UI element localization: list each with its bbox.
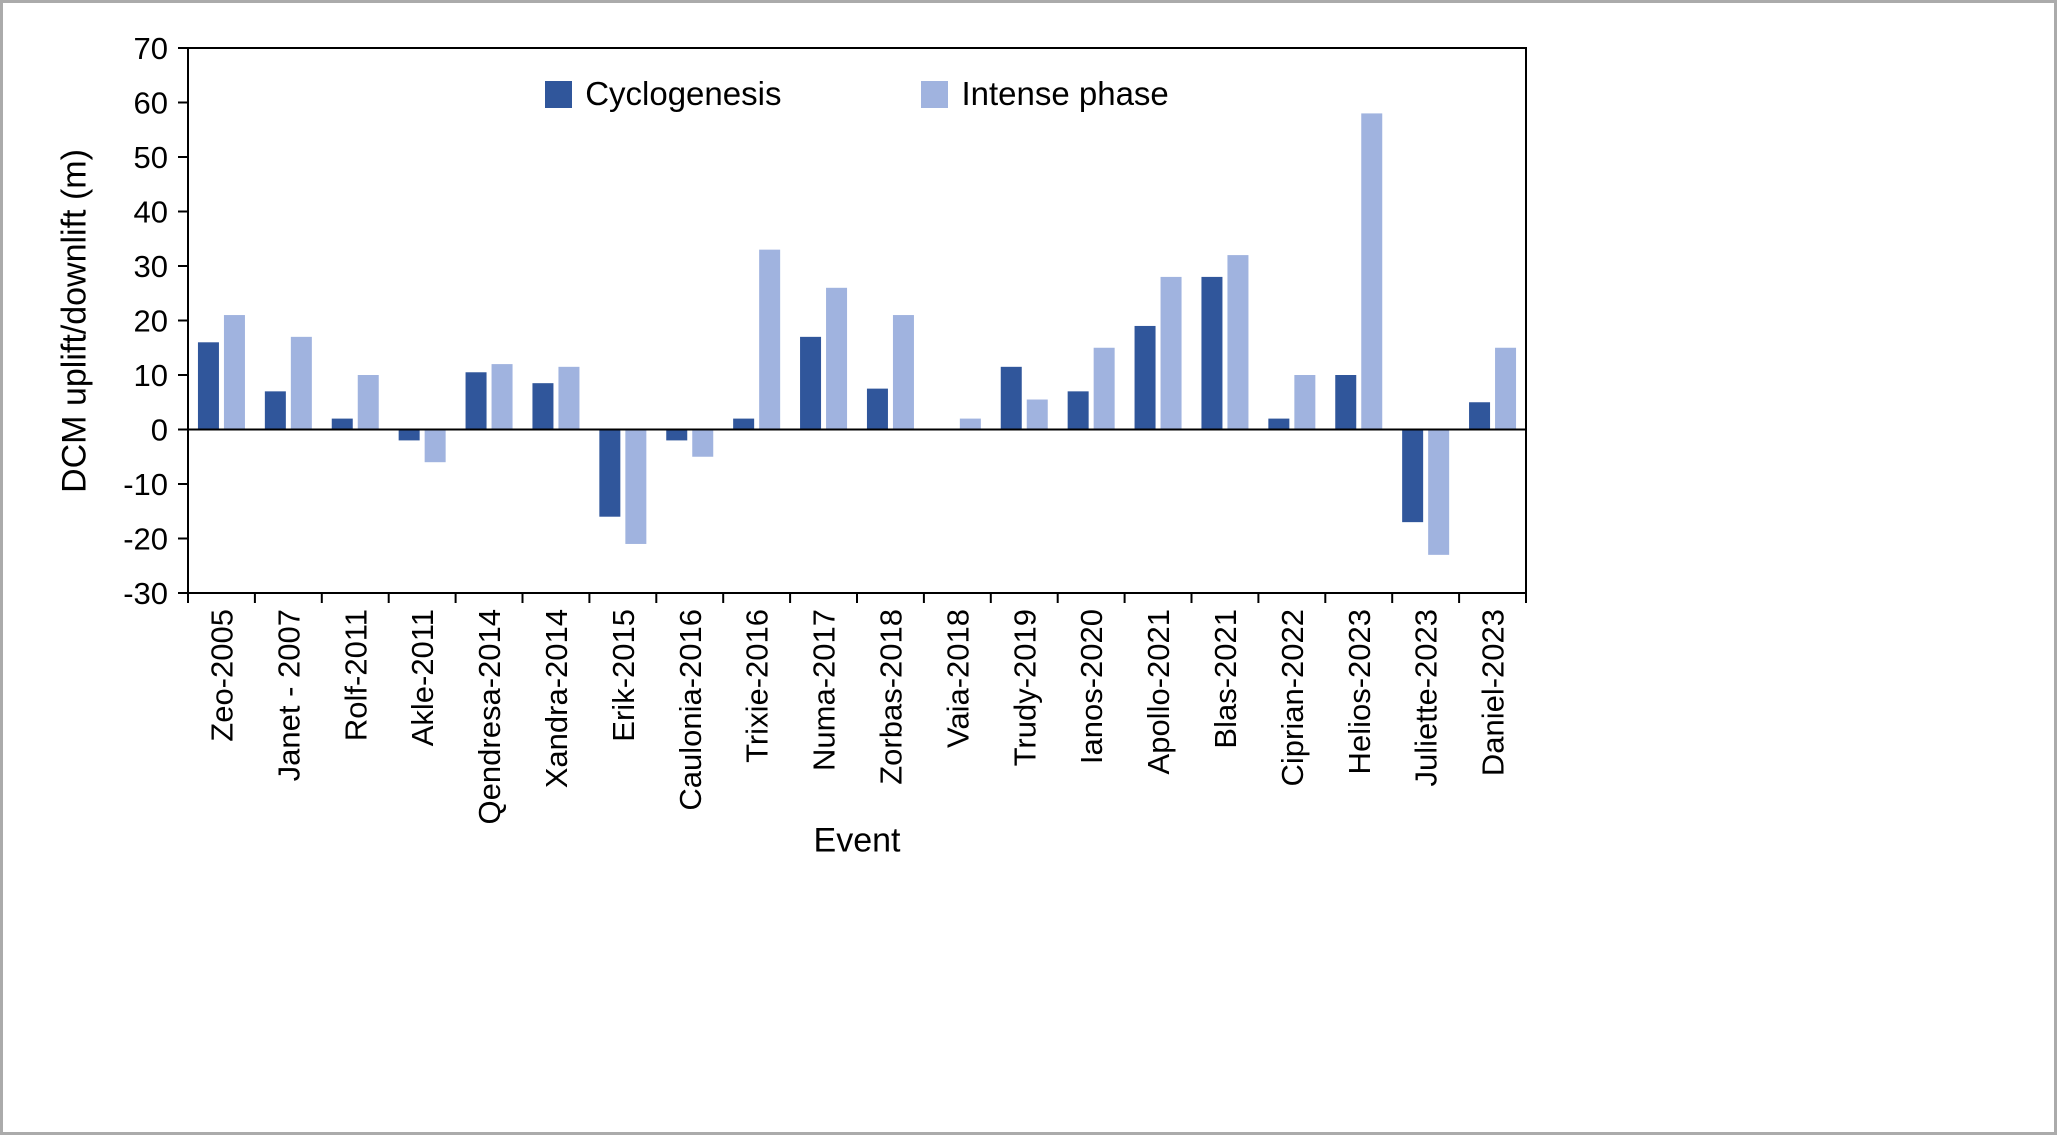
x-category-label: Blas-2021	[1208, 609, 1243, 749]
y-tick-label: 10	[134, 358, 168, 393]
bar-cyclogenesis-Xandra-2014	[532, 383, 554, 430]
y-tick-label: 0	[151, 413, 168, 448]
y-tick-label: 70	[134, 31, 168, 66]
x-category-label: Qendresa-2014	[472, 609, 507, 824]
x-category-label: Vaia-2018	[940, 609, 975, 748]
x-category-label: Akle-2011	[405, 609, 440, 746]
x-category-label: Helios-2023	[1342, 609, 1377, 774]
x-category-label: Janet - 2007	[271, 609, 306, 781]
bar-intense-phase-Xandra-2014	[558, 366, 580, 430]
bar-intense-phase-Blas-2021	[1227, 255, 1249, 430]
bar-cyclogenesis-Erik-2015	[599, 429, 621, 517]
x-category-label: Trixie-2016	[740, 609, 775, 763]
bar-intense-phase-Ciprian-2022	[1294, 375, 1316, 430]
bar-intense-phase-Vaia-2018	[959, 418, 981, 430]
bar-intense-phase-Qendresa-2014	[491, 364, 513, 430]
legend: Cyclogenesis Intense phase	[188, 75, 1526, 113]
x-category-label: Rolf-2011	[338, 609, 373, 741]
y-tick-label: -10	[123, 467, 168, 502]
bar-cyclogenesis-Rolf-2011	[331, 418, 353, 430]
x-category-label: Daniel-2023	[1476, 609, 1511, 776]
legend-item-intense-phase: Intense phase	[921, 75, 1169, 113]
x-category-label: Ianos-2020	[1074, 609, 1109, 764]
bar-chart-canvas: 70 60 50 40 30 20 10 0 -10 -20 -30 Zeo-2005 Janet - …	[123, 31, 1527, 824]
y-tick-label: 60	[134, 86, 168, 121]
bar-intense-phase-Caulonia-2016	[692, 429, 714, 457]
bar-cyclogenesis-Helios-2023	[1335, 375, 1357, 430]
bar-cyclogenesis-Blas-2021	[1201, 276, 1223, 430]
bar-intense-phase-Ianos-2020	[1093, 347, 1115, 430]
legend-swatch-cyclogenesis	[545, 80, 573, 108]
legend-item-cyclogenesis: Cyclogenesis	[545, 75, 781, 113]
bar-intense-phase-Trixie-2016	[759, 249, 781, 430]
bar-intense-phase-Erik-2015	[625, 429, 647, 544]
legend-label-cyclogenesis: Cyclogenesis	[585, 75, 782, 112]
bar-cyclogenesis-Caulonia-2016	[666, 429, 688, 441]
bar-intense-phase-Juliette-2023	[1428, 429, 1450, 555]
x-category-label: Caulonia-2016	[673, 609, 708, 811]
bar-intense-phase-Akle-2011	[424, 429, 446, 463]
x-category-label: Apollo-2021	[1141, 609, 1176, 774]
bar-intense-phase-Janet - 2007	[290, 336, 312, 430]
y-tick-label: 30	[134, 249, 168, 284]
x-category-label: Erik-2015	[606, 609, 641, 742]
x-category-label: Trudy-2019	[1007, 609, 1042, 766]
x-category-label: Ciprian-2022	[1275, 609, 1310, 787]
bar-intense-phase-Zorbas-2018	[892, 315, 914, 430]
bar-cyclogenesis-Ianos-2020	[1067, 391, 1089, 430]
bar-cyclogenesis-Akle-2011	[398, 429, 420, 441]
bar-intense-phase-Numa-2017	[826, 287, 848, 430]
bar-intense-phase-Apollo-2021	[1160, 276, 1182, 430]
legend-swatch-intense-phase	[921, 80, 949, 108]
y-tick-label: -30	[123, 576, 168, 611]
bar-cyclogenesis-Janet - 2007	[264, 391, 286, 430]
bar-cyclogenesis-Qendresa-2014	[465, 372, 487, 430]
bar-cyclogenesis-Trixie-2016	[733, 418, 755, 430]
bar-cyclogenesis-Zeo-2005	[197, 342, 219, 430]
bar-intense-phase-Daniel-2023	[1495, 347, 1517, 430]
x-category-label: Zorbas-2018	[873, 609, 908, 785]
x-category-label: Zeo-2005	[204, 609, 239, 742]
y-tick-label: 20	[134, 304, 168, 339]
legend-label-intense-phase: Intense phase	[961, 75, 1169, 112]
bar-cyclogenesis-Apollo-2021	[1134, 325, 1156, 430]
y-tick-label: 40	[134, 195, 168, 230]
bar-cyclogenesis-Daniel-2023	[1469, 402, 1491, 430]
x-category-label: Juliette-2023	[1409, 609, 1444, 787]
x-category-label: Numa-2017	[807, 609, 842, 771]
y-tick-label: 50	[134, 140, 168, 175]
bar-intense-phase-Helios-2023	[1361, 113, 1383, 430]
bar-cyclogenesis-Zorbas-2018	[866, 388, 888, 430]
bar-intense-phase-Trudy-2019	[1026, 399, 1048, 430]
y-axis-title: DCM uplift/downlift (m)	[55, 149, 94, 493]
bar-cyclogenesis-Numa-2017	[800, 336, 822, 430]
x-axis-title: Event	[813, 821, 901, 860]
plot-border	[187, 47, 1527, 594]
y-tick-label: -20	[123, 522, 168, 557]
bar-intense-phase-Zeo-2005	[223, 315, 245, 430]
x-category-label: Xandra-2014	[539, 609, 574, 788]
bar-intense-phase-Rolf-2011	[357, 375, 379, 430]
bar-cyclogenesis-Trudy-2019	[1000, 366, 1022, 430]
bar-cyclogenesis-Juliette-2023	[1402, 429, 1424, 523]
bar-cyclogenesis-Ciprian-2022	[1268, 418, 1290, 430]
